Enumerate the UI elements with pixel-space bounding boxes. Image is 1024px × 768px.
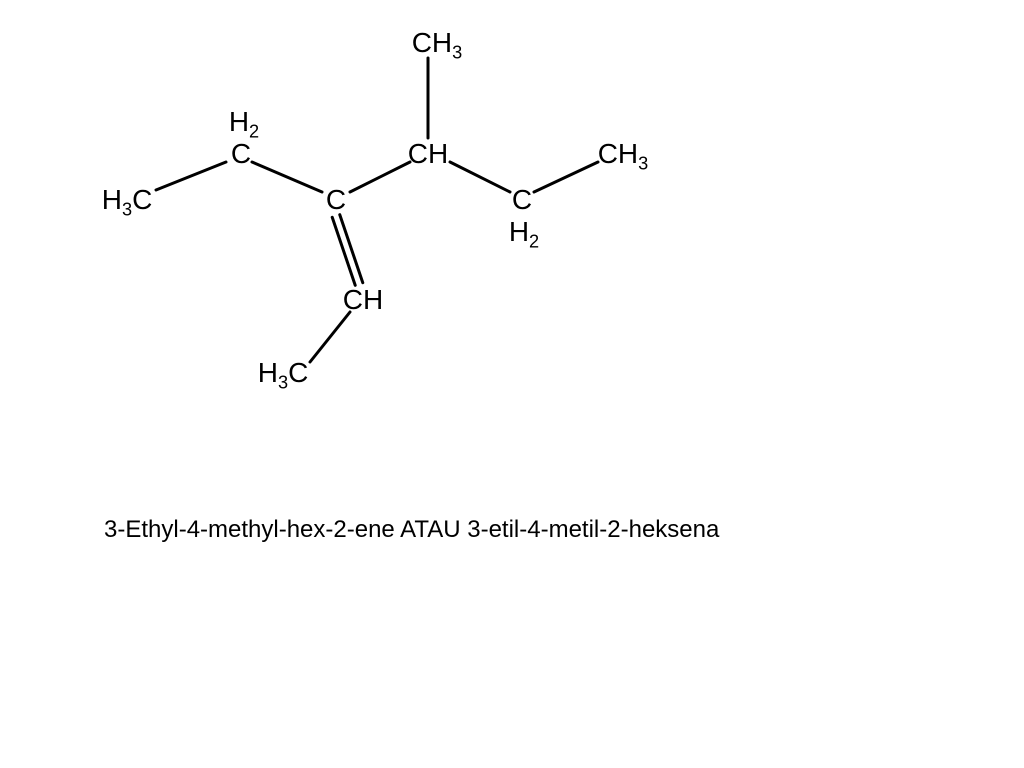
atom-c_right: C bbox=[512, 186, 532, 214]
atom-h2_under_cright: H2 bbox=[509, 218, 539, 246]
atom-ch2_top: H2 bbox=[229, 108, 259, 136]
atom-ch_lower: CH bbox=[343, 286, 383, 314]
atom-ch3_top: CH3 bbox=[412, 29, 463, 57]
atom-ch_middle: CH bbox=[408, 140, 448, 168]
atom-h3c_left: H3C bbox=[102, 186, 153, 214]
atom-ch3_right: CH3 bbox=[598, 140, 649, 168]
bond-layer bbox=[0, 0, 1024, 768]
atom-c_center: C bbox=[326, 186, 346, 214]
atom-h3c_bottom: H3C bbox=[258, 359, 309, 387]
compound-name-caption: 3-Ethyl-4-methyl-hex-2-ene ATAU 3-etil-4… bbox=[104, 516, 719, 544]
diagram-canvas: 3-Ethyl-4-methyl-hex-2-ene ATAU 3-etil-4… bbox=[0, 0, 1024, 768]
atom-ch2_c: C bbox=[231, 140, 251, 168]
